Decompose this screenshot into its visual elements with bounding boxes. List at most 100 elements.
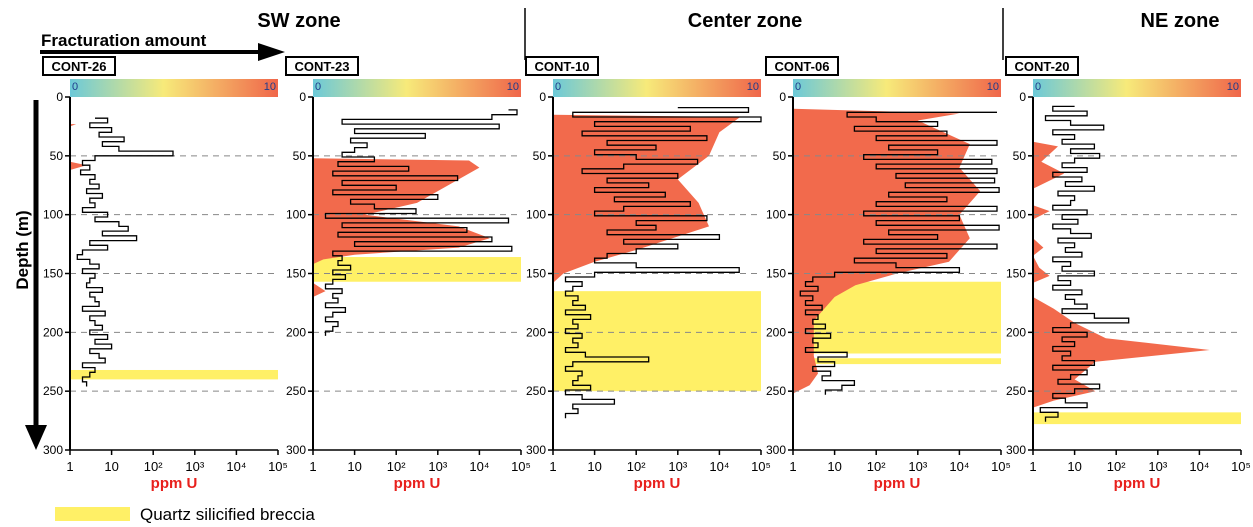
depth-tick-label: 50 xyxy=(50,149,64,163)
x-tick-label: 10² xyxy=(1107,459,1126,474)
well-name-label: CONT-23 xyxy=(295,59,350,74)
x-tick-label: 10 xyxy=(587,459,601,474)
x-tick-label: 10³ xyxy=(668,459,687,474)
depth-tick-label: 50 xyxy=(1013,149,1027,163)
well-name-box xyxy=(1005,56,1079,76)
scale-tick-min: 0 xyxy=(72,81,78,93)
fracturation-label: Fracturation amount xyxy=(41,31,207,50)
fracturation-area xyxy=(553,114,741,283)
depth-tick-label: 0 xyxy=(779,90,786,104)
x-tick-label: 1 xyxy=(309,459,316,474)
x-tick-label: 10³ xyxy=(185,459,204,474)
fracturation-scale-bar xyxy=(553,79,761,97)
breccia-band xyxy=(793,358,1001,365)
fracturation-scale-bar xyxy=(793,79,1001,97)
depth-tick-label: 100 xyxy=(1006,208,1026,222)
depth-tick-label: 50 xyxy=(293,149,307,163)
scale-tick-min: 0 xyxy=(555,81,561,93)
depth-tick-label: 300 xyxy=(1006,443,1026,457)
depth-tick-label: 200 xyxy=(766,325,786,339)
depth-tick-label: 200 xyxy=(526,325,546,339)
x-tick-label: 10³ xyxy=(908,459,927,474)
scale-tick-max: 10 xyxy=(1227,81,1239,93)
depth-tick-label: 250 xyxy=(286,384,306,398)
well-name-box xyxy=(765,56,839,76)
depth-tick-label: 150 xyxy=(526,267,546,281)
depth-tick-label: 0 xyxy=(299,90,306,104)
depth-tick-label: 100 xyxy=(43,208,63,222)
depth-tick-label: 250 xyxy=(43,384,63,398)
scale-tick-max: 10 xyxy=(507,81,519,93)
depth-tick-label: 0 xyxy=(539,90,546,104)
x-tick-label: 10 xyxy=(104,459,118,474)
fracturation-scale-bar xyxy=(313,79,521,97)
depth-tick-label: 250 xyxy=(526,384,546,398)
depth-tick-label: 150 xyxy=(766,267,786,281)
zone-title-sw: SW zone xyxy=(257,10,340,32)
x-tick-label: 10⁴ xyxy=(709,459,729,474)
scale-tick-max: 10 xyxy=(987,81,999,93)
well-name-box xyxy=(42,56,116,76)
depth-tick-label: 100 xyxy=(766,208,786,222)
x-tick-label: 10⁵ xyxy=(511,459,531,474)
uranium-log-line xyxy=(324,109,518,336)
well-name-box xyxy=(525,56,599,76)
depth-tick-label: 150 xyxy=(43,267,63,281)
x-axis-label: ppm U xyxy=(1114,475,1161,492)
x-axis-label: ppm U xyxy=(634,475,681,492)
x-tick-label: 10⁵ xyxy=(268,459,288,474)
legend-label-breccia: Quartz silicified breccia xyxy=(140,505,315,524)
x-tick-label: 10⁵ xyxy=(991,459,1011,474)
depth-tick-label: 200 xyxy=(286,325,306,339)
uranium-log-line xyxy=(1039,105,1130,422)
depth-tick-label: 300 xyxy=(766,443,786,457)
x-tick-label: 10⁵ xyxy=(751,459,771,474)
scale-tick-min: 0 xyxy=(1035,81,1041,93)
x-tick-label: 10³ xyxy=(1148,459,1167,474)
x-tick-label: 10 xyxy=(1067,459,1081,474)
depth-tick-label: 150 xyxy=(1006,267,1026,281)
depth-tick-label: 0 xyxy=(56,90,63,104)
x-tick-label: 10² xyxy=(627,459,646,474)
well-name-label: CONT-20 xyxy=(1015,59,1070,74)
x-tick-label: 10³ xyxy=(428,459,447,474)
uranium-log-line xyxy=(799,111,1000,395)
depth-tick-label: 100 xyxy=(526,208,546,222)
fracturation-area xyxy=(1033,141,1210,408)
zone-title-ne: NE zone xyxy=(1141,10,1220,32)
x-tick-label: 10² xyxy=(144,459,163,474)
well-name-label: CONT-10 xyxy=(535,59,590,74)
x-tick-label: 1 xyxy=(789,459,796,474)
zone-title-center: Center zone xyxy=(688,10,802,32)
well-name-box xyxy=(285,56,359,76)
fracturation-area xyxy=(70,124,87,170)
x-tick-label: 10⁴ xyxy=(469,459,489,474)
x-tick-label: 10⁵ xyxy=(1231,459,1251,474)
x-tick-label: 10⁴ xyxy=(949,459,969,474)
depth-tick-label: 150 xyxy=(286,267,306,281)
depth-tick-label: 50 xyxy=(533,149,547,163)
x-axis-label: ppm U xyxy=(151,475,198,492)
x-tick-label: 10⁴ xyxy=(226,459,246,474)
breccia-band xyxy=(1033,412,1241,425)
x-tick-label: 10² xyxy=(867,459,886,474)
depth-tick-label: 250 xyxy=(766,384,786,398)
depth-arrow xyxy=(25,100,47,450)
legend-swatch-breccia xyxy=(55,507,130,521)
x-tick-label: 10⁴ xyxy=(1189,459,1209,474)
fracturation-scale-bar xyxy=(1033,79,1241,97)
depth-tick-label: 50 xyxy=(773,149,787,163)
depth-tick-label: 200 xyxy=(43,325,63,339)
fracturation-scale-bar xyxy=(70,79,278,97)
x-tick-label: 1 xyxy=(1029,459,1036,474)
depth-tick-label: 300 xyxy=(43,443,63,457)
x-tick-label: 10² xyxy=(387,459,406,474)
fracturation-arrow xyxy=(40,43,285,61)
